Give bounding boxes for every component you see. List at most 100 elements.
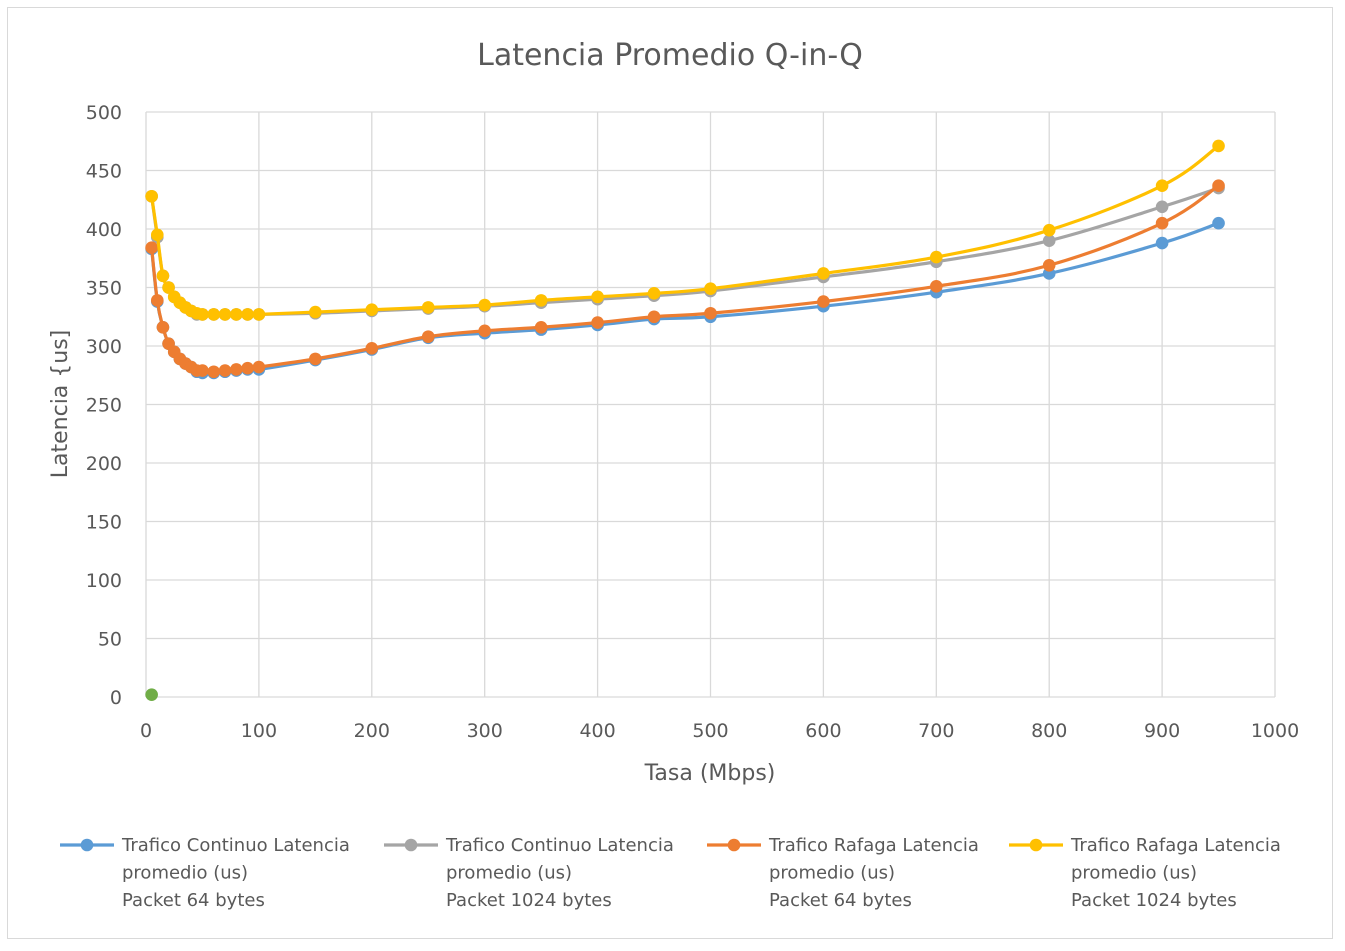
legend-label-1-line-1: promedio (us) [446, 863, 572, 884]
series-3-point-25 [1042, 223, 1056, 237]
legend-label-2-line-2: Packet 64 bytes [769, 890, 912, 911]
y-tick-label-3: 150 [86, 512, 122, 534]
series-3-point-9 [196, 308, 209, 321]
series-3-point-26 [1155, 179, 1169, 193]
legend-item-3: Trafico Rafaga Latencia promedio (us) Pack… [1009, 835, 1281, 911]
series-2-point-25 [1042, 258, 1056, 272]
series-2-point-21 [647, 310, 661, 324]
series-3-point-24 [930, 250, 943, 264]
series-2-point-9 [196, 364, 209, 377]
legend-label-0-line-1: promedio (us) [122, 863, 248, 884]
legend-label-0-line-2: Packet 64 bytes [122, 890, 265, 911]
x-tick-label-10: 1000 [1251, 720, 1299, 742]
series-3-point-3 [162, 281, 175, 294]
series-2-point-26 [1155, 216, 1169, 230]
series-3-point-27 [1212, 139, 1225, 153]
series-2-point-14 [252, 360, 266, 374]
series-3-point-12 [230, 308, 243, 321]
series-3-point-14 [252, 308, 266, 321]
series-2-point-16 [365, 342, 379, 355]
x-tick-label-8: 800 [1031, 720, 1067, 742]
legend-label-2-line-0: Trafico Rafaga Latencia [768, 835, 979, 856]
y-tick-label-6: 300 [86, 336, 122, 358]
series-2-point-13 [241, 361, 254, 375]
series-3-line [150, 144, 1221, 317]
series-2-point-0 [145, 241, 158, 255]
legend-swatch-marker-3 [1029, 838, 1043, 852]
series-3-point-21 [647, 287, 661, 300]
series-2-point-1 [150, 294, 164, 307]
series-3-point-18 [478, 298, 492, 312]
series-2-point-11 [218, 364, 232, 377]
x-tick-label-0: 0 [140, 720, 152, 742]
legend-item-2: Trafico Rafaga Latencia promedio (us) Pack… [707, 835, 979, 911]
series-2-point-22 [704, 306, 717, 320]
series-3-point-22 [704, 282, 717, 295]
legend-label-1-line-0: Trafico Continuo Latencia [445, 835, 674, 856]
series-2-point-20 [591, 316, 604, 329]
y-tick-label-1: 50 [98, 629, 122, 651]
series-2-line [150, 184, 1221, 374]
series-0 [145, 216, 1225, 380]
chart-frame [7, 7, 1333, 939]
series-3-point-16 [365, 303, 379, 317]
series-2-point-23 [817, 295, 830, 308]
series-4-point-0 [145, 688, 158, 701]
series-3-point-20 [591, 290, 604, 304]
series-4 [145, 688, 158, 701]
legend-item-0: Trafico Continuo Latencia promedio (us) Pa… [60, 835, 350, 911]
y-axis-ticks: 0 50 100 150 200 250 300 350 400 450 500 [86, 102, 122, 709]
series-2-point-27 [1212, 179, 1225, 193]
series-3-point-11 [218, 308, 232, 321]
legend-item-1: Trafico Continuo Latencia promedio (us) Pa… [384, 835, 674, 911]
x-tick-label-1: 100 [241, 720, 277, 742]
series-0-point-27 [1212, 216, 1225, 230]
legend-label-2-line-1: promedio (us) [769, 863, 895, 884]
legend-label-3-line-2: Packet 1024 bytes [1071, 890, 1237, 911]
series-1-point-25 [1042, 234, 1056, 247]
y-tick-label-8: 400 [86, 219, 122, 241]
x-axis-label: Tasa (Mbps) [644, 761, 776, 786]
legend-label-0-line-0: Trafico Continuo Latencia [121, 835, 350, 856]
x-tick-label-3: 300 [467, 720, 503, 742]
y-tick-label-5: 250 [86, 395, 122, 417]
legend-label-3-line-1: promedio (us) [1071, 863, 1197, 884]
series-3-point-19 [534, 294, 548, 307]
series-layer [145, 139, 1225, 701]
series-0-line [150, 221, 1221, 375]
legend-label-1-line-2: Packet 1024 bytes [446, 890, 612, 911]
series-3-point-1 [150, 228, 164, 242]
series-3-point-13 [241, 308, 254, 321]
series-3-point-17 [421, 301, 435, 314]
x-tick-label-9: 900 [1144, 720, 1180, 742]
x-tick-label-5: 500 [692, 720, 728, 742]
y-tick-label-4: 200 [86, 453, 122, 475]
series-1-point-26 [1155, 200, 1169, 214]
series-2 [145, 179, 1225, 379]
series-3-point-2 [156, 269, 170, 283]
series-2-point-24 [930, 280, 943, 293]
y-tick-label-0: 0 [110, 687, 122, 709]
x-tick-label-7: 700 [918, 720, 954, 742]
series-2-point-18 [478, 324, 492, 338]
legend-swatch-marker-2 [727, 838, 741, 852]
series-2-point-19 [534, 320, 548, 334]
series-1 [145, 181, 1225, 321]
y-tick-label-7: 350 [86, 278, 122, 300]
x-tick-label-6: 600 [805, 720, 841, 742]
series-2-point-10 [207, 365, 221, 379]
x-tick-label-2: 200 [354, 720, 390, 742]
y-tick-label-2: 100 [86, 570, 122, 592]
x-axis-ticks: 0 100 200 300 400 500 600 700 800 900 1000 [140, 720, 1299, 742]
series-3-point-15 [309, 305, 322, 319]
series-3-point-10 [207, 308, 221, 321]
series-0-point-26 [1155, 236, 1169, 250]
x-tick-label-4: 400 [579, 720, 615, 742]
legend-label-3-line-0: Trafico Rafaga Latencia [1070, 835, 1281, 856]
legend: Trafico Continuo Latencia promedio (us) Pa… [60, 835, 1281, 911]
series-2-point-15 [309, 352, 322, 366]
series-2-point-17 [421, 330, 435, 343]
series-2-point-2 [156, 320, 170, 334]
y-tick-label-9: 450 [86, 161, 122, 183]
